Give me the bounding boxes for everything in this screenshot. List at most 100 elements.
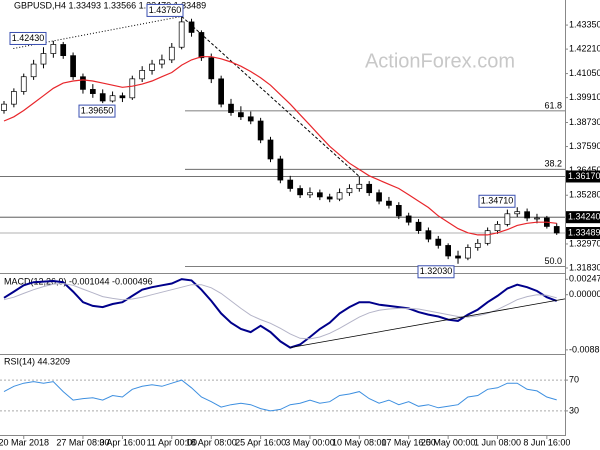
candle-body [356, 183, 363, 189]
candle-body [287, 179, 294, 189]
candle-body [415, 221, 422, 232]
annotation-box [146, 3, 184, 17]
candle-body [494, 223, 501, 232]
annotation-label: 1.43760 [149, 5, 182, 15]
candle-body [267, 139, 274, 160]
macd-trendline [290, 298, 566, 349]
candle-body [445, 245, 451, 257]
candle-body [198, 32, 205, 59]
level-label: 1.36170 [568, 171, 600, 181]
candle-body [30, 63, 37, 78]
candle-body [455, 255, 461, 259]
candle-body [119, 95, 126, 99]
candle-body [20, 76, 27, 92]
candle-body [257, 120, 264, 141]
level-box [566, 170, 600, 183]
x-tick-label: 10 May 08:00 [332, 437, 387, 447]
y-tick-label: 1.32970 [569, 238, 600, 248]
candle-body [435, 238, 442, 246]
candle-body [277, 158, 284, 181]
rsi-header: RSI(14) 44.3209 [4, 356, 70, 366]
y-tick-label: 1.42210 [569, 43, 600, 53]
y-tick-label: 1.37590 [569, 141, 600, 151]
candle-body [425, 230, 432, 240]
candle-body [139, 70, 146, 80]
y-tick-label: 1.43350 [569, 19, 600, 29]
y-tick-label: 1.38730 [569, 117, 600, 127]
candle-body [11, 91, 17, 105]
candle-body [297, 188, 303, 196]
candle-body [534, 217, 540, 220]
candle-body [40, 53, 47, 65]
fib-label: 38.2 [544, 159, 562, 169]
x-tick-label: 27 Mar 08:00 [56, 437, 109, 447]
annotation-box [9, 31, 47, 45]
candle-body [395, 205, 402, 217]
y-tick-label: 1.39910 [569, 92, 600, 102]
candle-body [188, 21, 195, 33]
candle-body [247, 116, 254, 122]
moving-average [3, 56, 557, 236]
candle-body [80, 76, 86, 90]
candle-body [465, 247, 471, 259]
candle-body [346, 188, 353, 194]
candle-body [238, 112, 244, 118]
y-tick-label: 0.00247 [569, 274, 600, 284]
candle-body [474, 242, 481, 248]
macd-header: MACD(12,26,9) -0.001044 -0.000496 [4, 276, 153, 286]
candle-body [326, 196, 333, 200]
candle-body [149, 63, 155, 71]
fib-label: 61.8 [544, 100, 562, 110]
candle-body [405, 215, 412, 223]
x-tick-label: 8 Jun 16:00 [523, 437, 570, 447]
candle-body [366, 183, 373, 194]
x-tick-label: 18 Apr 08:00 [186, 437, 237, 447]
candle-body [336, 192, 343, 200]
candle-body [484, 230, 491, 244]
candle-body [129, 78, 136, 99]
x-tick-label: 17 May 16:00 [381, 437, 436, 447]
candle-body [178, 21, 185, 48]
candle-body [208, 57, 215, 80]
x-tick-label: 20 Mar 2018 [0, 437, 49, 447]
candle-body [70, 55, 76, 78]
annotation-label: 1.42430 [12, 33, 45, 43]
candle-body [99, 93, 106, 102]
x-tick-label: 3 Apr 16:00 [99, 437, 145, 447]
x-tick-label: 25 Apr 16:00 [235, 437, 286, 447]
last-price-box [566, 227, 600, 240]
level-label: 1.34240 [568, 212, 600, 222]
y-tick-label: 30 [569, 405, 579, 415]
annotation-box [478, 194, 516, 208]
candle-body [159, 59, 165, 65]
annotation-box [78, 104, 116, 118]
annotation-label: 1.34710 [481, 196, 514, 206]
level-box [566, 211, 600, 224]
annotation-label: 1.39650 [81, 105, 114, 115]
rsi-line [3, 379, 557, 412]
candle-body [50, 44, 57, 54]
y-tick-label: 0.00000 [569, 289, 600, 299]
x-tick-label: 1 Jun 08:00 [474, 437, 521, 447]
candle-body [218, 78, 224, 105]
y-tick-label: 1.35280 [569, 190, 600, 200]
candle-body [307, 192, 313, 196]
candle-body [553, 226, 560, 234]
annotation-box [417, 265, 455, 279]
fib-label: 50.0 [544, 256, 562, 266]
last-price-label: 1.33489 [568, 227, 600, 237]
x-tick-label: 25 May 00:00 [421, 437, 476, 447]
candle-body [89, 89, 96, 94]
candle-body [228, 103, 234, 113]
y-tick-label: 70 [569, 374, 579, 384]
watermark: ActionForex.com [365, 50, 515, 72]
candle-body [109, 95, 116, 102]
candle-body [514, 211, 521, 215]
y-tick-label: 1.41050 [569, 68, 600, 78]
candle-body [1, 103, 7, 111]
y-tick-label: -0.00886 [569, 344, 600, 354]
candle-body [376, 192, 382, 202]
x-tick-label: 11 Apr 00:00 [147, 437, 197, 447]
candle-body [60, 44, 67, 56]
candle-body [524, 211, 530, 219]
